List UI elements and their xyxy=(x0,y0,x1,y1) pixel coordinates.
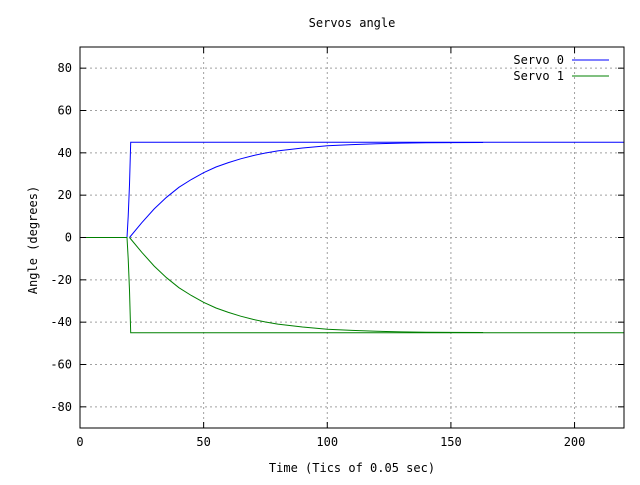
x-axis-label: Time (Tics of 0.05 sec) xyxy=(269,461,435,475)
legend-label-servo-0: Servo 0 xyxy=(513,53,564,67)
grid-lines xyxy=(80,47,624,428)
y-tick-label: 80 xyxy=(58,61,72,75)
chart-title: Servos angle xyxy=(309,16,396,30)
y-tick-label: 0 xyxy=(65,231,72,245)
y-tick-label: -60 xyxy=(50,358,72,372)
x-tick-label: 100 xyxy=(316,435,338,449)
y-tick-label: 60 xyxy=(58,104,72,118)
y-tick-label: -40 xyxy=(50,315,72,329)
y-tick-label: -20 xyxy=(50,273,72,287)
series-lines xyxy=(80,141,624,334)
legend-label-servo-1: Servo 1 xyxy=(513,69,564,83)
x-tick-label: 50 xyxy=(196,435,210,449)
y-axis-label: Angle (degrees) xyxy=(26,186,40,294)
x-tick-label: 0 xyxy=(76,435,83,449)
series-line-servo-0 xyxy=(80,141,624,238)
legend: Servo 0 Servo 1 xyxy=(513,53,609,83)
series-line-servo-0 xyxy=(129,142,484,238)
series-line-servo-1 xyxy=(129,237,484,333)
y-tick-label: -80 xyxy=(50,400,72,414)
axis-ticks: 0 50 100 150 200 -80 -60 -40 -20 0 20 40 60 80 xyxy=(50,47,624,449)
series-line-servo-1 xyxy=(80,237,624,334)
y-tick-label: 40 xyxy=(58,146,72,160)
y-tick-label: 20 xyxy=(58,188,72,202)
x-tick-label: 150 xyxy=(440,435,462,449)
x-tick-label: 200 xyxy=(564,435,586,449)
